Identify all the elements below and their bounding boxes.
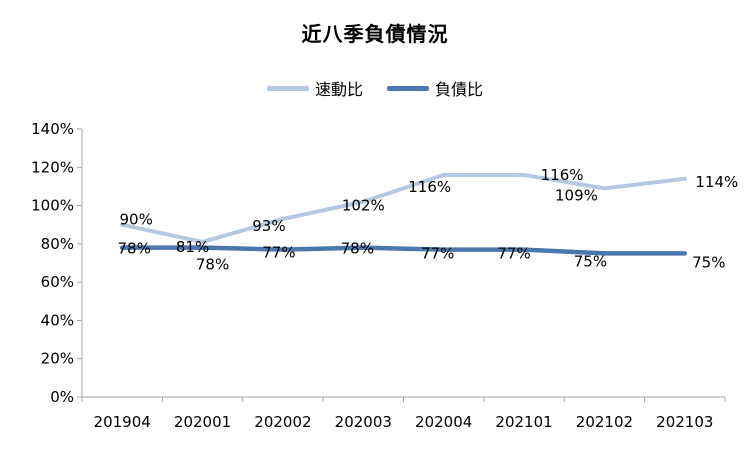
y-tick-label: 40% <box>41 311 74 329</box>
data-label-quick-ratio: 114% <box>695 173 738 191</box>
data-label-quick-ratio: 93% <box>252 217 285 235</box>
x-tick-label: 201904 <box>94 413 151 431</box>
y-tick-label: 140% <box>31 120 74 138</box>
legend: 速動比 負債比 <box>0 76 750 100</box>
data-label-quick-ratio: 81% <box>176 238 209 256</box>
series-line-quick-ratio <box>120 172 687 244</box>
legend-item-debt-ratio: 負債比 <box>387 76 483 100</box>
x-tick-label: 202004 <box>415 413 472 431</box>
y-tick-label: 60% <box>41 273 74 291</box>
y-tick-label: 0% <box>50 388 74 406</box>
y-tick-label: 100% <box>31 197 74 215</box>
data-label-debt-ratio: 75% <box>574 252 607 270</box>
chart-title: 近八季負債情況 <box>301 22 449 46</box>
data-label-debt-ratio: 77% <box>421 245 454 263</box>
series-line-debt-ratio <box>119 245 688 256</box>
data-label-debt-ratio: 78% <box>118 240 151 258</box>
data-label-debt-ratio: 78% <box>341 240 374 258</box>
legend-swatch-quick-ratio <box>266 85 309 91</box>
x-tick-label: 202103 <box>656 413 713 431</box>
y-tick-label: 120% <box>31 158 74 176</box>
data-label-debt-ratio: 77% <box>497 245 530 263</box>
x-tick-label: 202002 <box>254 413 311 431</box>
legend-swatch-debt-ratio <box>387 85 429 91</box>
data-label-debt-ratio: 78% <box>196 256 229 274</box>
data-label-quick-ratio: 116% <box>408 178 451 196</box>
x-tick-label: 202003 <box>335 413 392 431</box>
data-label-quick-ratio: 90% <box>120 211 153 229</box>
data-label-quick-ratio: 116% <box>541 166 584 184</box>
y-tick-label: 80% <box>41 235 74 253</box>
data-label-debt-ratio: 77% <box>262 244 295 262</box>
legend-label-quick-ratio: 速動比 <box>314 80 363 99</box>
data-label-quick-ratio: 109% <box>555 186 598 204</box>
x-tick-label: 202102 <box>576 413 633 431</box>
data-label-quick-ratio: 102% <box>342 197 385 215</box>
legend-label-debt-ratio: 負債比 <box>435 80 484 99</box>
legend-item-quick-ratio: 速動比 <box>266 76 363 100</box>
data-label-debt-ratio: 75% <box>692 253 725 271</box>
x-tick-label: 202101 <box>495 413 552 431</box>
y-tick-label: 20% <box>41 350 74 368</box>
x-tick-label: 202001 <box>174 413 231 431</box>
